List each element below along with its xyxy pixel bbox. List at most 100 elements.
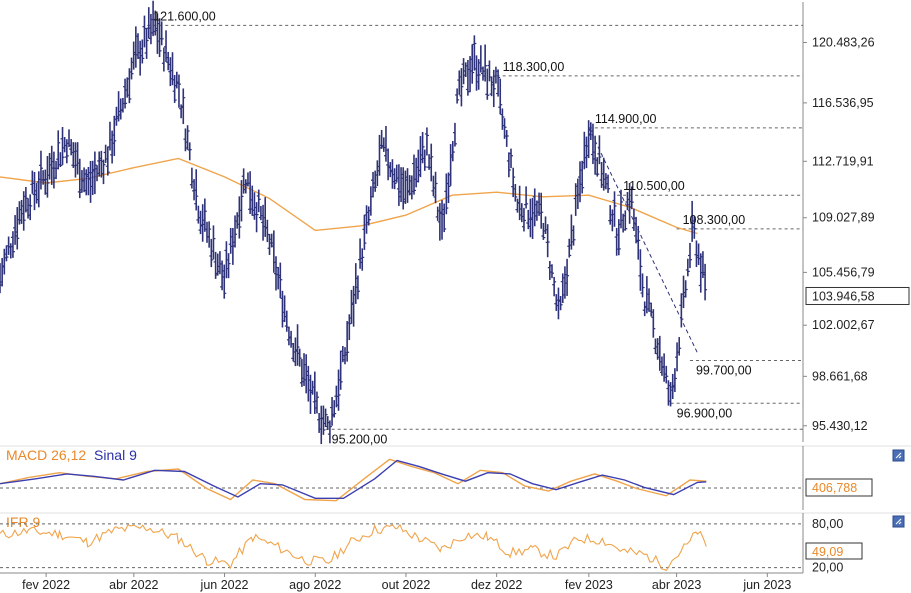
price-tick-label: 112.719,91 bbox=[812, 154, 874, 168]
price-annotation-label: 96.900,00 bbox=[677, 406, 733, 420]
price-bar bbox=[15, 207, 20, 250]
price-bar bbox=[314, 391, 319, 414]
price-bar bbox=[233, 215, 238, 248]
price-bar bbox=[651, 309, 656, 338]
price-bar bbox=[211, 225, 216, 260]
ifr-last-text: 49,09 bbox=[812, 545, 843, 559]
price-bar bbox=[105, 146, 110, 176]
price-bar bbox=[172, 75, 177, 103]
price-bar bbox=[56, 130, 61, 170]
price-bar bbox=[504, 129, 509, 147]
ifr-last-value: 49,09 bbox=[805, 542, 863, 560]
price-annotations: 121.600,00 118.300,00 114.900,00 110.500,00… bbox=[153, 9, 751, 446]
price-bar bbox=[677, 337, 682, 356]
price-bar bbox=[392, 168, 397, 190]
price-bar bbox=[567, 238, 572, 258]
price-bar bbox=[323, 408, 328, 428]
price-bar bbox=[521, 207, 526, 232]
price-bar bbox=[58, 152, 63, 168]
price-bar bbox=[558, 296, 563, 311]
price-bar bbox=[683, 280, 688, 298]
time-tick-label: jun 2023 bbox=[742, 578, 791, 592]
price-bar bbox=[237, 196, 242, 239]
price-bar bbox=[429, 143, 434, 182]
price-bar bbox=[455, 88, 460, 104]
price-bar bbox=[472, 35, 477, 71]
price-bar bbox=[687, 242, 692, 269]
time-tick-label: abr 2022 bbox=[109, 578, 158, 592]
price-bar bbox=[185, 125, 190, 150]
moving-average-line bbox=[0, 157, 698, 235]
price-bar bbox=[338, 350, 343, 390]
price-bar bbox=[498, 78, 503, 115]
macd-settings-icon[interactable] bbox=[892, 449, 905, 462]
price-tick-label: 120.483,26 bbox=[812, 36, 875, 50]
price-bar bbox=[636, 225, 641, 260]
price-bar bbox=[127, 68, 132, 104]
price-bar bbox=[336, 369, 341, 411]
last-price-box bbox=[805, 286, 910, 305]
ifr-pane: IFR 9 80,00 20,00 49,09 bbox=[0, 512, 911, 575]
price-bar bbox=[4, 245, 9, 262]
price-reference-lines bbox=[147, 24, 803, 430]
price-bar bbox=[571, 225, 576, 246]
price-bar bbox=[552, 276, 557, 297]
price-annotation-label: 121.600,00 bbox=[153, 9, 216, 23]
price-bar bbox=[239, 180, 244, 222]
price-bar bbox=[373, 170, 378, 192]
ifr-series-line bbox=[0, 523, 707, 572]
time-tick-label: dez 2022 bbox=[471, 578, 522, 592]
time-tick-label: fev 2023 bbox=[565, 578, 613, 592]
time-tick-label: abr 2023 bbox=[652, 578, 701, 592]
signal-line bbox=[0, 459, 707, 499]
ifr-settings-icon[interactable] bbox=[892, 515, 905, 528]
price-bar bbox=[616, 219, 621, 256]
price-bar bbox=[176, 74, 181, 108]
price-annotation-label: 108.300,00 bbox=[683, 213, 746, 227]
price-bar bbox=[703, 263, 708, 301]
price-bar bbox=[411, 154, 416, 195]
time-tick-label: jun 2022 bbox=[200, 578, 249, 592]
price-bar bbox=[420, 132, 425, 164]
price-bar bbox=[595, 157, 600, 177]
moving-average bbox=[0, 157, 698, 235]
ifr-title: IFR 9 bbox=[6, 514, 40, 530]
price-bar bbox=[679, 293, 684, 328]
price-bar bbox=[565, 258, 570, 296]
price-bar bbox=[444, 173, 449, 215]
price-bar bbox=[513, 184, 518, 202]
price-bar bbox=[157, 18, 162, 58]
price-bar bbox=[278, 262, 283, 299]
price-bar bbox=[541, 222, 546, 240]
price-bar bbox=[159, 21, 164, 46]
ifr-last-box bbox=[805, 542, 863, 560]
time-axis: fev 2022 abr 2022 jun 2022 ago 2022 out 2022… bbox=[0, 572, 803, 592]
price-bar bbox=[491, 69, 496, 108]
price-bar bbox=[366, 206, 371, 226]
price-bar bbox=[597, 135, 602, 165]
price-bar bbox=[424, 127, 429, 156]
price-bar bbox=[256, 189, 261, 213]
ifr-levels: 80,00 20,00 bbox=[0, 517, 843, 575]
price-tick-label: 102.002,67 bbox=[812, 318, 875, 332]
price-bar bbox=[539, 192, 544, 229]
price-bar bbox=[502, 118, 507, 139]
price-bar bbox=[692, 216, 697, 239]
price-bar bbox=[360, 248, 365, 271]
price-bar bbox=[545, 224, 550, 258]
price-bars bbox=[0, 0, 708, 445]
price-annotation-label: 118.300,00 bbox=[503, 60, 565, 74]
price-bar bbox=[123, 78, 128, 109]
price-pane: 121.600,00 118.300,00 114.900,00 110.500,00… bbox=[0, 0, 910, 446]
macd-line bbox=[0, 458, 707, 502]
price-bar bbox=[442, 203, 447, 233]
price-bar bbox=[483, 44, 488, 82]
price-bar bbox=[638, 249, 643, 291]
price-bar bbox=[60, 127, 65, 165]
price-bar bbox=[129, 57, 134, 80]
price-bar bbox=[433, 171, 438, 204]
price-bar bbox=[580, 160, 585, 194]
macd-last-text: 406,788 bbox=[812, 481, 857, 495]
price-bar bbox=[470, 44, 475, 84]
